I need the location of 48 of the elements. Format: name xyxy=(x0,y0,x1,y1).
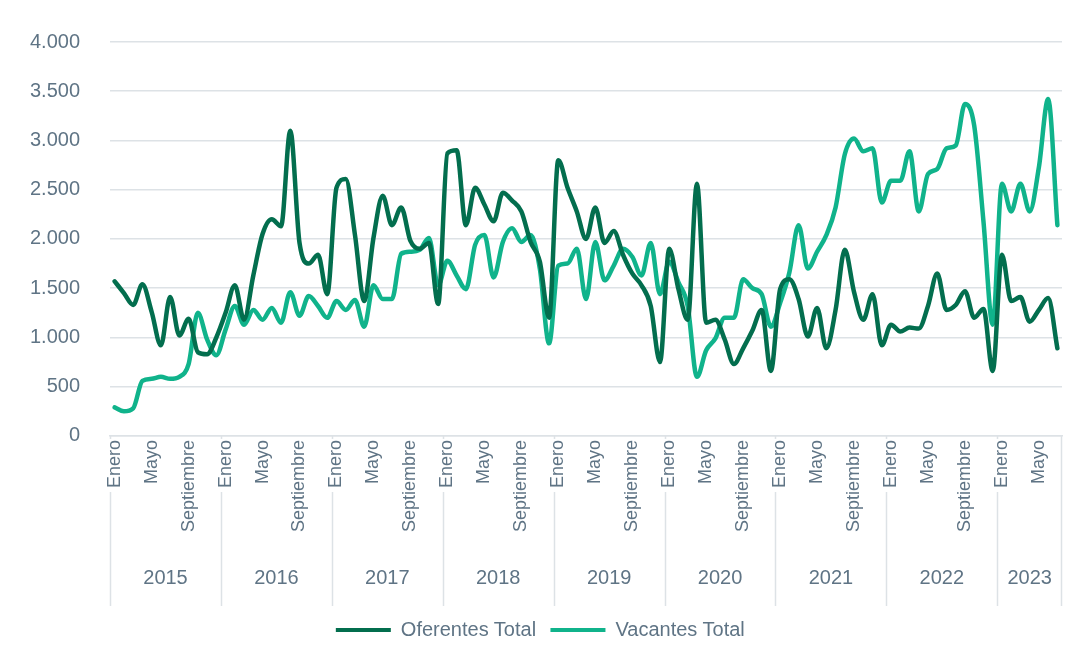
x-tick-label: Mayo xyxy=(695,439,716,484)
line-series xyxy=(112,96,1060,414)
legend-label: Vacantes Total xyxy=(615,617,745,640)
legend-label: Oferentes Total xyxy=(400,617,537,640)
y-tick-label: 2.500 xyxy=(29,177,81,200)
x-tick-label: Mayo xyxy=(140,439,161,484)
y-tick-label: 4.000 xyxy=(29,29,81,52)
x-tick-label: Mayo xyxy=(584,439,605,484)
text: 2017 xyxy=(365,565,410,588)
x-tick-label: Enero xyxy=(214,439,235,488)
x-tick-label: Mayo xyxy=(806,439,827,484)
y-tick-label: 1.500 xyxy=(29,275,81,298)
y-tick-label: 3.000 xyxy=(29,128,81,150)
y-tick-label: 500 xyxy=(46,374,81,397)
text: 2018 xyxy=(475,565,521,588)
text: 2020 xyxy=(697,565,743,588)
y-tick-label: 0 xyxy=(68,423,81,446)
x-tick-label: Septiembre xyxy=(732,439,753,533)
x-tick-label: Enero xyxy=(769,439,790,488)
text: 2019 xyxy=(586,565,632,588)
x-tick-label: Enero xyxy=(547,439,568,488)
x-tick-label: Enero xyxy=(325,439,346,488)
x-tick-label: Septiembre xyxy=(288,439,309,533)
x-tick-label: Mayo xyxy=(251,439,272,484)
x-tick-label: Enero xyxy=(436,439,457,488)
x-tick-label: Septiembre xyxy=(621,439,642,533)
x-tick-label: Enero xyxy=(990,439,1011,488)
x-tick-label: Enero xyxy=(658,439,679,488)
y-tick-label: 2.000 xyxy=(29,226,81,249)
x-tick-label: Septiembre xyxy=(953,439,974,533)
x-tick-label: Septiembre xyxy=(177,439,198,533)
x-tick-label: Mayo xyxy=(362,439,383,484)
text: 2023 xyxy=(1007,565,1052,588)
text: 2016 xyxy=(254,565,299,588)
text: 2022 xyxy=(919,565,965,588)
x-tick-label: Septiembre xyxy=(399,439,420,533)
text: 2021 xyxy=(808,565,854,588)
x-tick-label: Enero xyxy=(880,439,900,488)
x-tick-label: Mayo xyxy=(473,439,494,484)
x-tick-label: Septiembre xyxy=(510,439,531,533)
y-tick-label: 3.500 xyxy=(29,78,81,101)
x-tick-label: Septiembre xyxy=(843,439,864,533)
y-tick-label: 1.000 xyxy=(29,324,81,347)
text: 2015 xyxy=(143,565,188,588)
x-tick-label: Enero xyxy=(103,439,124,488)
x-tick-label: Mayo xyxy=(1027,439,1048,484)
line-series xyxy=(112,128,1060,374)
x-tick-label: Mayo xyxy=(916,439,937,484)
